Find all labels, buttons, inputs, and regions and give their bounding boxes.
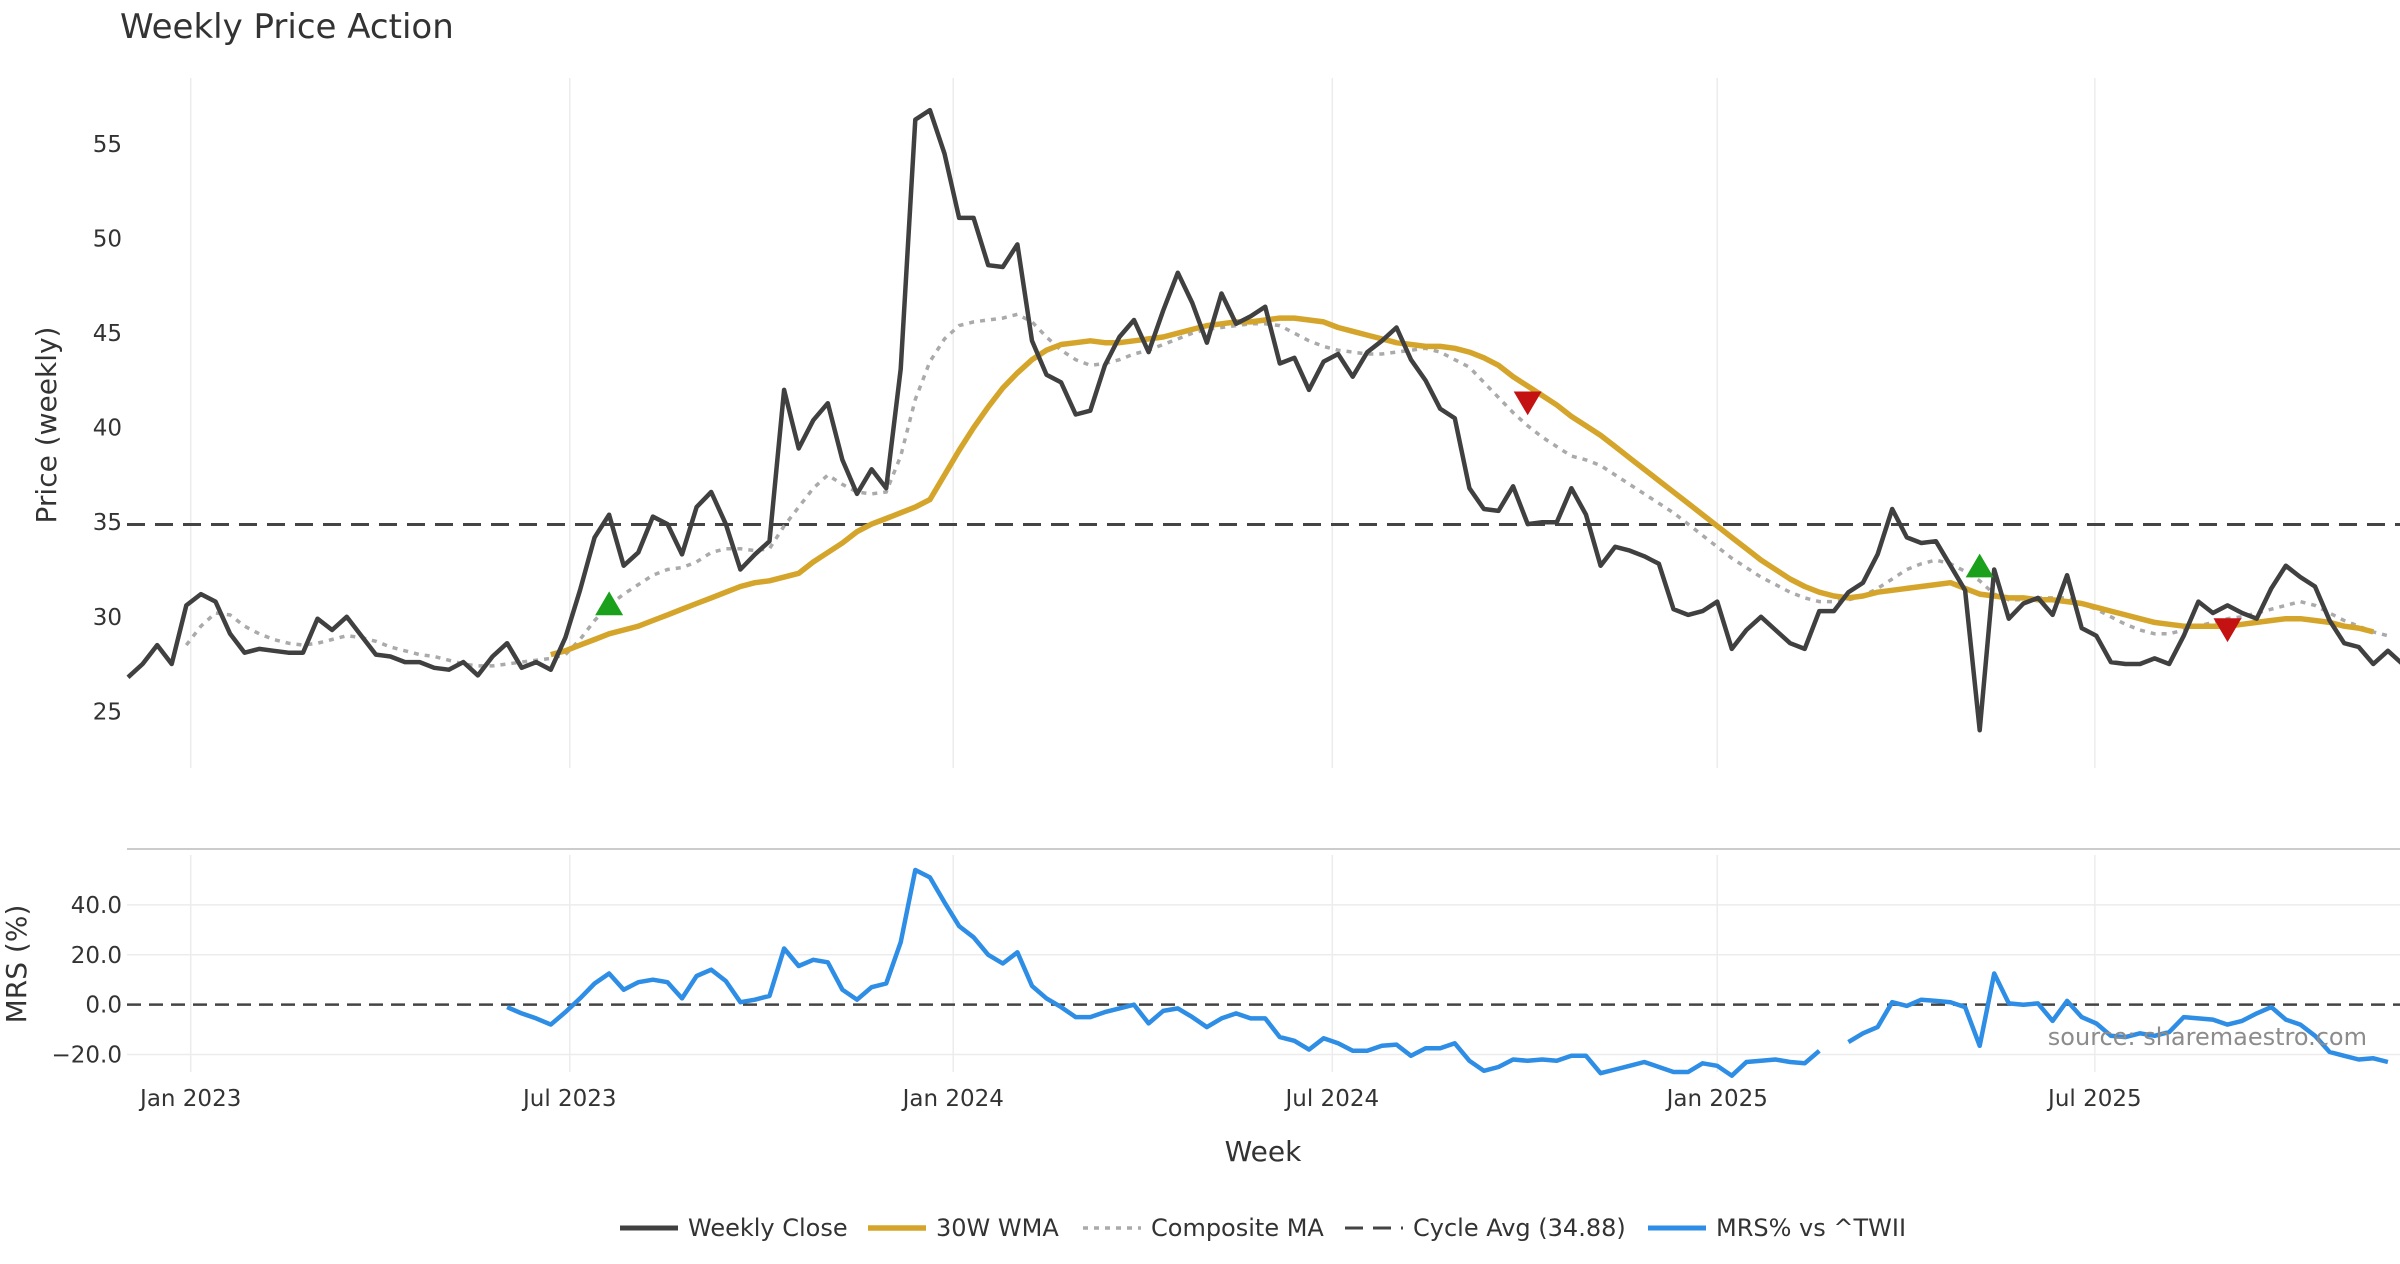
legend-label: Cycle Avg (34.88) <box>1413 1214 1626 1242</box>
mrs-y-tick: 20.0 <box>71 943 122 969</box>
price-panel: 25 30 35 40 45 50 55 Price (weekly) <box>30 78 2400 768</box>
legend-label: MRS% vs ^TWII <box>1716 1214 1906 1242</box>
source-credit: source: sharemaestro.com <box>2048 1023 2367 1051</box>
price-y-axis-label: Price (weekly) <box>30 327 63 524</box>
price-y-tick: 40 <box>93 416 122 442</box>
legend-label: 30W WMA <box>936 1214 1059 1242</box>
buy-signal-marker <box>595 591 624 616</box>
price-gridlines <box>189 78 2096 768</box>
legend-item: MRS% vs ^TWII <box>1648 1214 1906 1242</box>
mrs-y-tick: 40.0 <box>71 893 122 919</box>
mrs-y-tick: 0.0 <box>85 993 122 1019</box>
legend-item: Weekly Close <box>620 1214 848 1242</box>
x-tick-label: Jul 2025 <box>2046 1086 2142 1112</box>
legend-label: Composite MA <box>1151 1214 1324 1242</box>
x-axis-label: Week <box>1225 1135 1302 1168</box>
legend-item: Composite MA <box>1083 1214 1324 1242</box>
x-tick-label: Jul 2023 <box>521 1086 617 1112</box>
x-tick-label: Jan 2025 <box>1665 1086 1768 1112</box>
mrs-y-axis-label: MRS (%) <box>0 905 33 1024</box>
mrs-y-tick-labels: −20.0 0.0 20.0 40.0 <box>52 893 122 1069</box>
x-tick-label: Jan 2023 <box>138 1086 241 1112</box>
price-y-tick: 30 <box>93 605 122 631</box>
composite-ma-line <box>184 312 2389 668</box>
mrs-panel: −20.0 0.0 20.0 40.0 MRS (%) source: sharema… <box>0 855 2400 1078</box>
price-y-tick: 55 <box>93 132 122 158</box>
price-y-tick-labels: 25 30 35 40 45 50 55 <box>93 132 122 725</box>
mrs-line-segment <box>506 867 1821 1078</box>
mrs-y-tick: −20.0 <box>52 1043 122 1069</box>
x-tick-label: Jan 2024 <box>901 1086 1004 1112</box>
price-y-tick: 45 <box>93 321 122 347</box>
mrs-line-segment <box>1847 971 2389 1065</box>
mrs-gridlines <box>127 855 2400 1072</box>
legend-label: Weekly Close <box>688 1214 848 1242</box>
sell-signal-marker <box>1513 391 1542 416</box>
price-y-tick: 35 <box>93 510 122 536</box>
x-tick-label: Jul 2024 <box>1284 1086 1380 1112</box>
legend-item: Cycle Avg (34.88) <box>1345 1214 1626 1242</box>
buy-signal-marker <box>1965 553 1994 578</box>
signal-markers <box>595 391 2242 643</box>
wma-30w-line <box>550 315 2374 658</box>
chart-title: Weekly Price Action <box>120 7 454 47</box>
legend-item: 30W WMA <box>868 1214 1059 1242</box>
mrs-series <box>506 867 2389 1078</box>
weekly-close-line <box>126 107 2400 733</box>
x-tick-labels: Jan 2023 Jul 2023 Jan 2024 Jul 2024 Jan 2025… <box>138 1086 2142 1112</box>
sell-signal-marker <box>2213 618 2242 643</box>
price-y-tick: 25 <box>93 699 122 725</box>
legend: Weekly Close 30W WMA Composite MA Cycle Avg… <box>620 1214 1906 1242</box>
price-y-tick: 50 <box>93 227 122 253</box>
